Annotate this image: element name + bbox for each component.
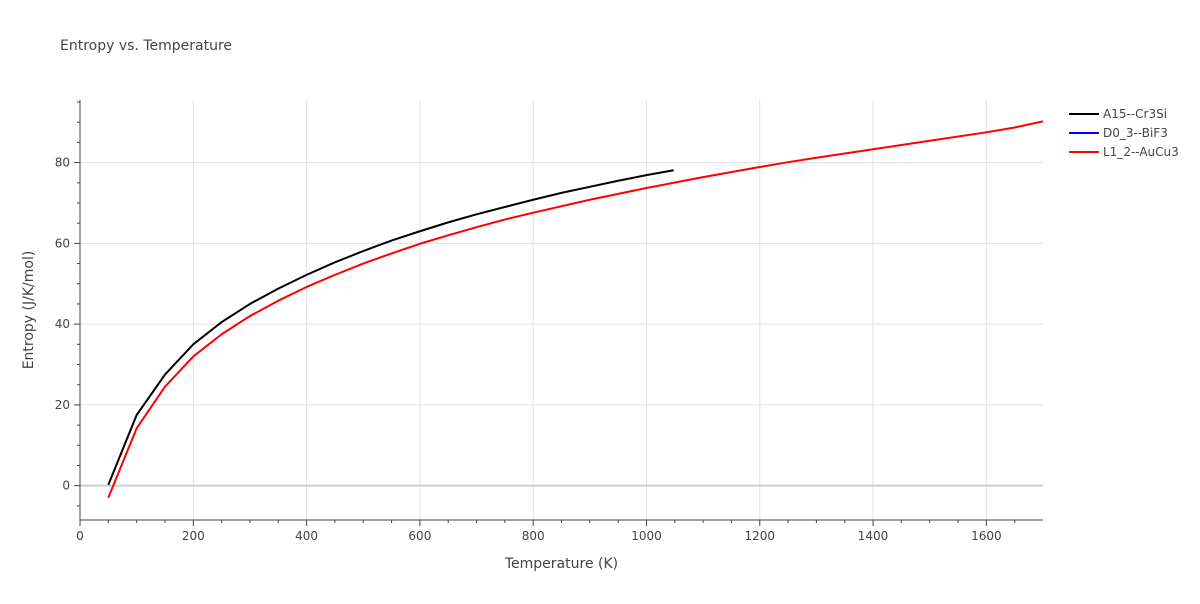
y-tick-label: 0: [62, 479, 70, 493]
y-tick-label: 20: [55, 398, 70, 412]
x-tick-label: 1600: [971, 529, 1002, 543]
series-line-2: [107, 120, 1044, 499]
y-tick-label: 80: [55, 156, 70, 170]
y-tick-label: 60: [55, 236, 70, 250]
x-tick-label: 1200: [744, 529, 775, 543]
y-axis-title: Entropy (J/K/mol): [21, 251, 37, 370]
x-tick-label: 200: [182, 529, 205, 543]
y-tick-label: 40: [55, 317, 70, 331]
x-tick-label: 1400: [858, 529, 889, 543]
legend-label-0: A15--Cr3Si: [1103, 107, 1167, 121]
x-tick-label: 400: [295, 529, 318, 543]
x-axis-title: Temperature (K): [504, 556, 618, 572]
tick-labels: 0 200 400 600 800 1000 1200 1400 1600 0 20 40 60 80: [55, 156, 1002, 543]
x-tick-label: 600: [408, 529, 431, 543]
x-tick-label: 800: [522, 529, 545, 543]
legend: A15--Cr3Si D0_3--BiF3 L1_2--AuCu3: [1069, 107, 1179, 159]
grid-lines: [80, 100, 1043, 520]
x-tick-label: 0: [76, 529, 84, 543]
axes: [74, 100, 1043, 526]
chart-title: Entropy vs. Temperature: [60, 38, 232, 54]
legend-label-2: L1_2--AuCu3: [1103, 145, 1179, 159]
series-line-0: [107, 169, 674, 486]
legend-label-1: D0_3--BiF3: [1103, 126, 1168, 140]
series-layer: [107, 120, 1044, 499]
x-tick-label: 1000: [631, 529, 662, 543]
